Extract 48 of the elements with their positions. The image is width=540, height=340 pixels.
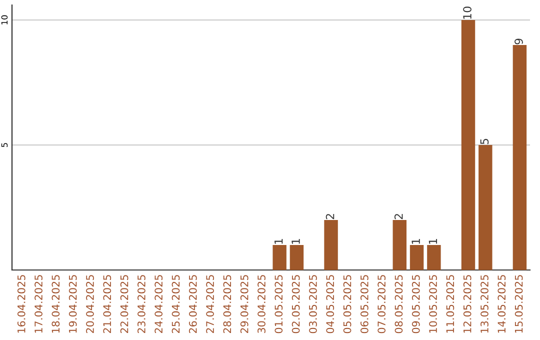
- x-tick-label: 29.04.2025: [240, 275, 248, 334]
- data-label: 1: [412, 238, 420, 244]
- data-label: 5: [480, 138, 489, 144]
- bar: [392, 220, 407, 270]
- x-tick-label: 30.04.2025: [258, 275, 266, 334]
- bar: [427, 245, 441, 270]
- bar: [290, 245, 304, 270]
- data-label: 9: [514, 38, 523, 44]
- x-tick-label: 20.04.2025: [86, 275, 94, 334]
- x-tick-label: 15.05.2025: [514, 275, 523, 333]
- bar: [461, 20, 476, 270]
- x-tick-label: 11.05.2025: [446, 275, 454, 333]
- x-tick-label: 17.04.2025: [34, 275, 42, 333]
- x-tick-label: 03.05.2025: [309, 275, 317, 334]
- data-label: 2: [394, 214, 403, 220]
- x-tick-label: 10.05.2025: [429, 275, 437, 333]
- data-label: 10: [463, 6, 472, 19]
- data-label: 1: [428, 238, 438, 244]
- x-tick-label: 21.04.2025: [103, 275, 112, 334]
- x-tick-label: 08.05.2025: [394, 275, 403, 334]
- x-tick-label: 04.05.2025: [326, 275, 334, 334]
- x-tick-label: 24.04.2025: [154, 275, 163, 334]
- x-tick-label: 06.05.2025: [360, 275, 368, 334]
- x-tick-label: 25.04.2025: [172, 275, 180, 334]
- x-tick-label: 09.05.2025: [412, 275, 420, 334]
- x-tick-label: 26.04.2025: [188, 275, 197, 334]
- x-tick-label: 01.05.2025: [274, 275, 283, 334]
- data-label: 2: [326, 214, 334, 220]
- bar: [478, 145, 492, 270]
- x-tick-label: 02.05.2025: [292, 275, 300, 334]
- bar: [410, 245, 424, 270]
- x-tick-label: 27.04.2025: [206, 275, 214, 334]
- data-label: 1: [274, 238, 283, 244]
- x-tick-label: 16.04.2025: [17, 275, 26, 333]
- x-tick-label: 23.04.2025: [138, 275, 146, 334]
- data-label: 1: [292, 238, 300, 244]
- x-tick-label: 12.05.2025: [463, 275, 472, 333]
- x-tick-label: 22.04.2025: [120, 275, 128, 334]
- bar: [324, 220, 338, 270]
- x-tick-label: 14.05.2025: [498, 275, 506, 333]
- bar: [512, 45, 527, 270]
- x-tick-label: 18.04.2025: [52, 275, 60, 333]
- x-tick-label: 19.04.2025: [68, 275, 77, 333]
- x-tick-label: 07.05.2025: [378, 275, 386, 334]
- x-tick-label: 28.04.2025: [223, 275, 232, 334]
- x-tick-label: 05.05.2025: [343, 275, 352, 334]
- x-tick-label: 13.05.2025: [480, 275, 488, 333]
- bar: [272, 245, 286, 270]
